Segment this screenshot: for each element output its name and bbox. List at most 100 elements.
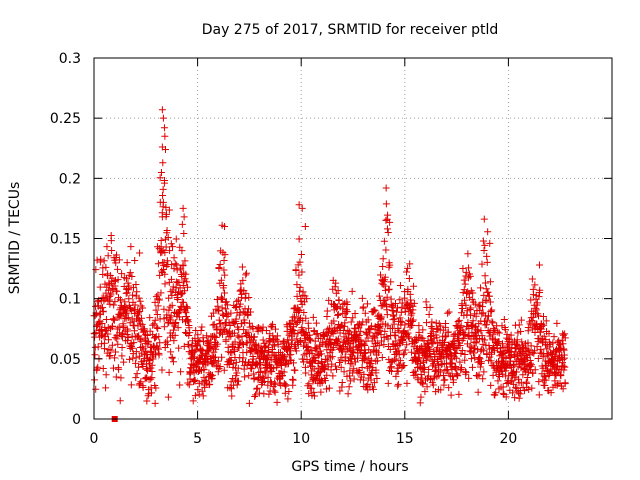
data-point bbox=[305, 324, 313, 332]
data-point bbox=[410, 282, 418, 290]
data-point bbox=[371, 334, 379, 342]
data-point bbox=[135, 294, 143, 302]
data-point bbox=[517, 327, 525, 335]
data-point bbox=[158, 267, 166, 275]
data-point bbox=[383, 293, 391, 301]
data-point bbox=[287, 351, 295, 359]
data-point bbox=[410, 299, 418, 307]
data-point bbox=[375, 292, 383, 300]
data-point bbox=[264, 355, 272, 363]
data-point bbox=[360, 340, 368, 348]
data-point bbox=[474, 372, 482, 380]
data-point bbox=[348, 360, 356, 368]
data-point bbox=[164, 233, 172, 241]
data-point bbox=[494, 328, 502, 336]
data-point bbox=[245, 372, 253, 380]
data-point bbox=[233, 369, 241, 377]
data-point bbox=[307, 347, 315, 355]
data-point bbox=[270, 364, 278, 372]
data-point bbox=[322, 385, 330, 393]
data-point bbox=[536, 286, 544, 294]
data-point bbox=[423, 319, 431, 327]
data-point bbox=[238, 333, 246, 341]
data-point bbox=[392, 299, 400, 307]
data-point bbox=[102, 371, 110, 379]
data-point bbox=[216, 363, 224, 371]
data-point bbox=[179, 298, 187, 306]
data-point bbox=[531, 281, 539, 289]
data-point bbox=[368, 322, 376, 330]
data-point bbox=[125, 282, 133, 290]
data-point bbox=[357, 327, 365, 335]
data-point bbox=[383, 225, 391, 233]
data-point bbox=[199, 334, 207, 342]
data-point bbox=[524, 346, 532, 354]
data-point bbox=[181, 275, 189, 283]
data-point bbox=[359, 303, 367, 311]
data-point bbox=[100, 345, 108, 353]
data-point bbox=[296, 283, 304, 291]
data-point bbox=[294, 341, 302, 349]
data-point bbox=[291, 313, 299, 321]
data-point bbox=[105, 336, 113, 344]
data-point bbox=[399, 336, 407, 344]
data-point bbox=[532, 304, 540, 312]
data-point bbox=[172, 235, 180, 243]
data-point bbox=[115, 365, 123, 373]
data-point bbox=[295, 271, 303, 279]
data-point bbox=[408, 348, 416, 356]
data-point bbox=[396, 314, 404, 322]
data-point bbox=[194, 368, 202, 376]
data-point bbox=[384, 335, 392, 343]
data-point bbox=[100, 257, 108, 265]
data-point bbox=[222, 298, 230, 306]
data-point bbox=[503, 330, 511, 338]
data-point bbox=[163, 311, 171, 319]
data-point bbox=[499, 383, 507, 391]
data-point bbox=[541, 382, 549, 390]
data-point bbox=[262, 326, 270, 334]
data-point bbox=[423, 383, 431, 391]
data-point bbox=[203, 332, 211, 340]
data-point bbox=[223, 313, 231, 321]
data-point bbox=[559, 340, 567, 348]
data-point bbox=[190, 378, 198, 386]
data-point bbox=[381, 273, 389, 281]
data-point bbox=[425, 311, 433, 319]
data-point bbox=[296, 287, 304, 295]
data-point bbox=[405, 274, 413, 282]
data-point bbox=[415, 354, 423, 362]
data-point bbox=[454, 318, 462, 326]
data-point bbox=[219, 310, 227, 318]
data-point bbox=[201, 383, 209, 391]
data-point bbox=[415, 322, 423, 330]
data-point bbox=[155, 333, 163, 341]
data-point bbox=[250, 374, 258, 382]
data-point bbox=[445, 308, 453, 316]
data-point bbox=[417, 393, 425, 401]
data-point bbox=[266, 337, 274, 345]
y-axis-label: SRMTID / TECUs bbox=[7, 182, 23, 295]
data-point bbox=[184, 283, 192, 291]
data-point bbox=[394, 304, 402, 312]
data-point bbox=[346, 377, 354, 385]
data-point bbox=[101, 280, 109, 288]
data-point bbox=[165, 206, 173, 214]
data-point bbox=[175, 307, 183, 315]
data-point bbox=[464, 331, 472, 339]
data-point bbox=[400, 361, 408, 369]
data-point bbox=[139, 304, 147, 312]
data-point bbox=[222, 319, 230, 327]
data-point bbox=[221, 251, 229, 259]
data-point bbox=[144, 338, 152, 346]
data-point bbox=[375, 349, 383, 357]
data-point bbox=[363, 382, 371, 390]
data-point bbox=[182, 270, 190, 278]
data-point bbox=[262, 369, 270, 377]
data-point bbox=[249, 355, 257, 363]
data-point bbox=[281, 382, 289, 390]
data-point bbox=[233, 381, 241, 389]
data-point bbox=[252, 359, 260, 367]
data-point bbox=[330, 344, 338, 352]
data-point bbox=[536, 349, 544, 357]
